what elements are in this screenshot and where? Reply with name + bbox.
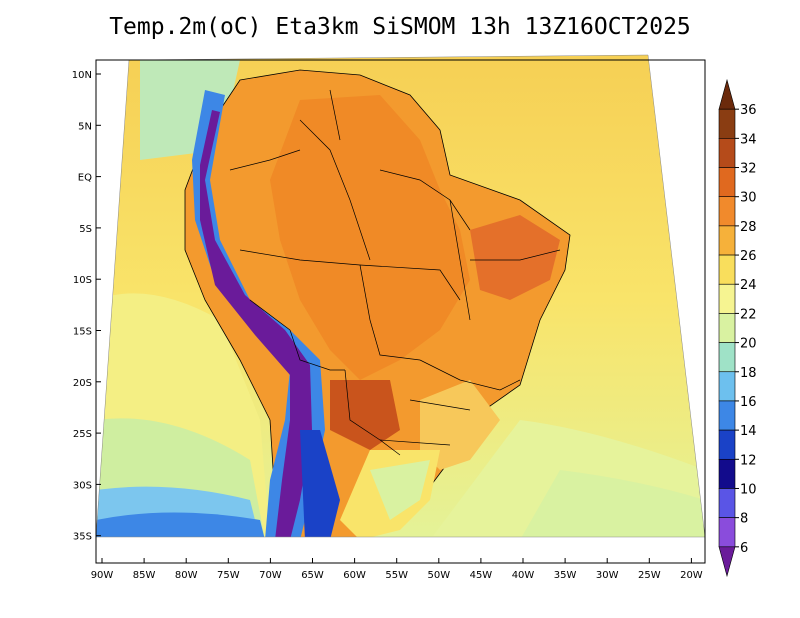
colorbar-label: 36	[740, 103, 757, 118]
southeast-field	[420, 380, 500, 470]
lat-tick-label: 10S	[73, 275, 92, 286]
atlantic-green-field	[520, 470, 705, 537]
colorbar-swatch	[718, 254, 736, 285]
colorbar-swatch	[718, 371, 736, 402]
lon-tick-label: 35W	[554, 570, 577, 581]
colorbar-swatch	[718, 400, 736, 431]
colorbar-swatch	[718, 167, 736, 198]
map-domain	[96, 55, 705, 537]
lat-tick-label: 25S	[73, 429, 92, 440]
lat-tick-label: 5N	[78, 121, 92, 132]
lon-tick-label: 90W	[91, 570, 114, 581]
lon-tick-label: 55W	[385, 570, 408, 581]
lon-tick-label: 25W	[638, 570, 661, 581]
longitude-axis: 90W 85W 80W 75W 70W 65W 60W 55W 50W 45W 40W 35W 30W 2…	[91, 558, 703, 581]
colorbar-label: 12	[740, 453, 757, 468]
colorbar-swatch	[718, 342, 736, 373]
lat-tick-label: 35S	[73, 532, 92, 543]
colorbar-label: 20	[740, 337, 757, 352]
colorbar-swatch	[718, 517, 736, 548]
colorbar-swatch	[718, 225, 736, 256]
map-title: Temp.2m(oC) Eta3km SiSMOM 13h 13Z16OCT20…	[109, 14, 691, 40]
lon-tick-label: 50W	[427, 570, 450, 581]
political-borders	[229, 89, 561, 456]
lon-tick-label: 65W	[301, 570, 324, 581]
colorbar-swatch	[718, 458, 736, 489]
axis-frame	[95, 59, 706, 564]
colorbar: 36 34 32 30 28 26 24 22 20 18 16 14 12 10 8 6	[718, 78, 757, 578]
south-green-field	[370, 460, 430, 520]
colorbar-swatch	[718, 108, 736, 139]
lat-tick-label: 20S	[73, 378, 92, 389]
lon-tick-label: 60W	[343, 570, 366, 581]
colorbar-swatch	[718, 283, 736, 314]
lon-tick-label: 20W	[680, 570, 703, 581]
lat-tick-label: 10N	[72, 70, 92, 81]
latitude-axis: 10N 5N EQ 5S 10S 15S 20S 25S 30S 35S	[72, 70, 101, 543]
colorbar-label: 18	[740, 366, 757, 381]
colorbar-label: 22	[740, 307, 757, 322]
lon-tick-label: 75W	[217, 570, 240, 581]
lat-tick-label: 5S	[79, 224, 92, 235]
colorbar-swatch	[718, 488, 736, 518]
lat-tick-label: 30S	[73, 480, 92, 491]
colorbar-swatch	[718, 313, 736, 343]
hot-northeast-field	[470, 215, 560, 300]
colorbar-label: 16	[740, 395, 757, 410]
colorbar-label: 24	[740, 278, 757, 293]
colorbar-label: 34	[740, 132, 757, 147]
lon-tick-label: 45W	[470, 570, 493, 581]
colorbar-swatch	[718, 196, 736, 227]
lon-tick-label: 30W	[596, 570, 619, 581]
hot-interior-field	[270, 95, 470, 380]
patagonia-cold-field	[300, 430, 340, 537]
colorbar-label: 30	[740, 191, 757, 206]
pacific-deep-blue-field	[96, 512, 265, 537]
lon-tick-label: 80W	[175, 570, 198, 581]
colorbar-arrow-bottom	[718, 546, 736, 578]
colorbar-label: 14	[740, 424, 757, 439]
colorbar-label: 10	[740, 482, 757, 497]
colorbar-label: 28	[740, 220, 757, 235]
colorbar-swatch	[718, 429, 736, 460]
lon-tick-label: 40W	[512, 570, 535, 581]
colorbar-label: 26	[740, 249, 757, 264]
colorbar-arrow-top	[718, 78, 736, 110]
colorbar-label: 32	[740, 162, 757, 177]
andes-coldest-band	[200, 110, 312, 537]
colorbar-label: 8	[740, 512, 748, 527]
colorbar-swatch	[718, 138, 736, 168]
lat-tick-label: EQ	[78, 173, 92, 184]
lat-tick-label: 15S	[73, 327, 92, 338]
lon-tick-label: 70W	[259, 570, 282, 581]
lon-tick-label: 85W	[133, 570, 156, 581]
colorbar-label: 6	[740, 541, 748, 556]
